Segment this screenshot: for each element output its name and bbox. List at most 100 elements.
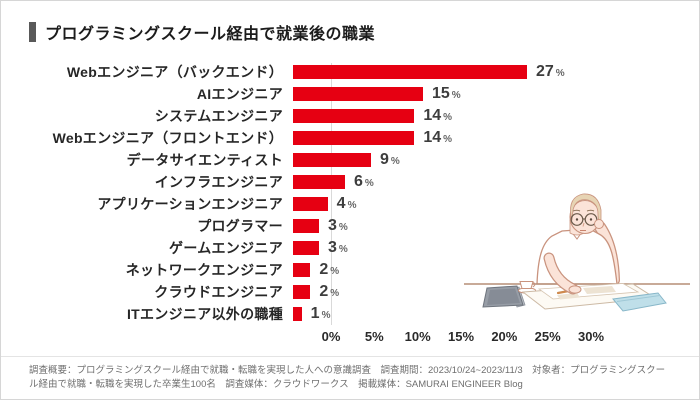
bar-track: 15% [293, 83, 663, 105]
x-tick-label: 30% [577, 329, 605, 344]
bar [293, 219, 319, 233]
value-unit: % [451, 90, 461, 101]
value-number: 3 [328, 239, 337, 256]
bar [293, 197, 328, 211]
x-tick-label: 20% [491, 329, 518, 344]
chart-row: ネットワークエンジニア 2% [1, 259, 699, 281]
glasses-icon [570, 213, 584, 226]
bar [293, 241, 319, 255]
value-number: 4 [336, 195, 346, 212]
chart-row: ゲームエンジニア 3% [1, 237, 699, 259]
x-tick-label: 10% [404, 329, 431, 344]
tablet-screen [487, 288, 520, 305]
value-number: 2 [319, 261, 329, 278]
value-number: 27 [536, 63, 554, 80]
title-marker [29, 22, 36, 42]
glasses-icon [584, 213, 598, 226]
chart-rows: Webエンジニア（バックエンド） 27% AIエンジニア 15% システムエンジニア 14… [1, 61, 699, 325]
bar-track: 4% [293, 193, 663, 215]
value-unit: % [555, 68, 565, 79]
value-label: 3% [328, 239, 348, 257]
eye-left [575, 218, 579, 221]
cup-handle [532, 282, 536, 288]
value-unit: % [330, 266, 340, 277]
bar-track: 6% [293, 171, 663, 193]
category-label: Webエンジニア（バックエンド） [66, 64, 283, 80]
value-label: 15% [432, 85, 461, 103]
chart-row: アプリケーションエンジニア 4% [1, 193, 699, 215]
bar-track: 14% [293, 105, 663, 127]
eye-right [589, 218, 593, 221]
hand-on-paper [568, 285, 582, 294]
value-number: 2 [319, 283, 329, 300]
value-number: 14 [423, 107, 442, 124]
eyebrow-right [586, 209, 595, 212]
category-label: ネットワークエンジニア [125, 262, 283, 278]
value-label: 6% [354, 173, 374, 191]
bar-track: 2% [293, 259, 663, 281]
bar [293, 175, 345, 189]
chart-row: インフラエンジニア 6% [1, 171, 699, 193]
value-label: 4% [337, 195, 357, 213]
bar-track: 9% [293, 149, 663, 171]
value-unit: % [443, 112, 453, 123]
category-label: ゲームエンジニア [169, 240, 283, 256]
y-axis-line [331, 63, 332, 325]
value-label: 2% [319, 283, 339, 301]
x-tick-label: 0% [321, 329, 341, 344]
notebook-line [616, 295, 661, 302]
bar-chart: Webエンジニア（バックエンド） 27% AIエンジニア 15% システムエンジニア 14… [1, 61, 699, 344]
bar [293, 87, 423, 101]
value-number: 15 [432, 85, 450, 102]
category-label: Webエンジニア（フロントエンド） [52, 130, 283, 146]
bar-track: 3% [293, 215, 663, 237]
category-label: クラウドエンジニア [154, 284, 283, 300]
category-label: データサイエンティスト [126, 152, 283, 168]
bar [293, 109, 415, 123]
value-unit: % [321, 310, 331, 321]
chart-row: データサイエンティスト 9% [1, 149, 699, 171]
category-label: ITエンジニア以外の職種 [126, 306, 283, 322]
x-tick-label: 15% [447, 329, 475, 344]
paper-text-block [557, 293, 580, 300]
chart-row: Webエンジニア（フロントエンド） 14% [1, 127, 699, 149]
category-label: AIエンジニア [196, 86, 283, 102]
category-label: インフラエンジニア [154, 174, 283, 190]
bar [293, 65, 527, 79]
chart-row: システムエンジニア 14% [1, 105, 699, 127]
bar [293, 307, 302, 321]
value-number: 6 [354, 173, 363, 190]
value-number: 9 [380, 151, 389, 168]
hand-at-temple [594, 219, 604, 229]
value-unit: % [364, 178, 374, 189]
value-label: 14% [423, 129, 452, 147]
value-unit: % [338, 244, 348, 255]
bar [293, 285, 311, 299]
page-title: プログラミングスクール経由で就業後の職業 [45, 26, 376, 43]
blue-notebook [612, 292, 667, 312]
footer: 調査概要：プログラミングスクール経由で就職・転職を実現した人への意識調査 調査期… [1, 356, 699, 399]
header: プログラミングスクール経由で就業後の職業 [29, 20, 375, 44]
bar-track: 3% [293, 237, 663, 259]
bar [293, 153, 371, 167]
value-number: 3 [328, 217, 337, 234]
x-tick-label: 5% [364, 329, 384, 344]
value-number: 14 [423, 129, 442, 146]
x-axis: 0% 5% 10% 15% 20% 25% 30% [322, 329, 604, 345]
bar-track: 14% [293, 127, 663, 149]
bar-track: 2% [293, 281, 663, 303]
category-label: プログラマー [197, 218, 283, 234]
x-tick-label: 25% [534, 329, 561, 344]
value-label: 1% [311, 305, 331, 323]
value-unit: % [443, 134, 453, 145]
chart-row: AIエンジニア 15% [1, 83, 699, 105]
bar [293, 131, 415, 145]
bar-track: 1% [293, 303, 663, 325]
nose [582, 222, 585, 227]
value-number: 1 [310, 305, 320, 322]
value-unit: % [330, 288, 340, 299]
chart-row: プログラマー 3% [1, 215, 699, 237]
paper-text-block [583, 286, 616, 294]
value-unit: % [347, 200, 357, 211]
